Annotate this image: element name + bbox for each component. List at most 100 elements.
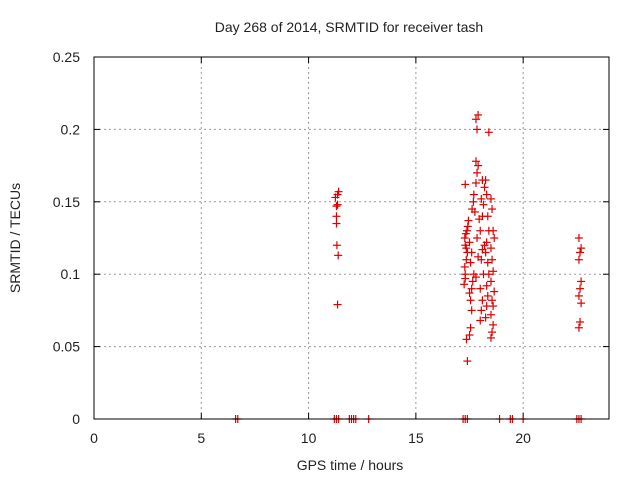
y-tick-label: 0 xyxy=(72,411,80,427)
data-point xyxy=(486,277,495,286)
data-point xyxy=(465,331,474,340)
plot-frame xyxy=(93,56,610,420)
data-point xyxy=(482,238,491,247)
x-tick-label: 20 xyxy=(515,430,531,446)
data-point xyxy=(466,323,475,332)
y-tick-label: 0.15 xyxy=(53,194,80,210)
data-point xyxy=(478,296,487,305)
data-point xyxy=(489,267,498,276)
data-points xyxy=(231,110,586,423)
data-point xyxy=(483,258,492,267)
data-point xyxy=(574,255,583,264)
chart-title: Day 268 of 2014, SRMTID for receiver tas… xyxy=(215,19,483,35)
data-point xyxy=(482,190,491,199)
data-point xyxy=(490,287,499,296)
data-point xyxy=(474,110,483,119)
data-point xyxy=(489,226,498,235)
data-point xyxy=(471,115,480,124)
data-point xyxy=(482,281,491,290)
data-point xyxy=(574,291,583,300)
y-tick-label: 0.1 xyxy=(61,266,81,282)
y-tick-label: 0.25 xyxy=(53,49,80,65)
data-point xyxy=(574,234,583,242)
data-point xyxy=(476,316,485,325)
data-point xyxy=(461,180,470,189)
data-point xyxy=(464,216,473,225)
data-point xyxy=(473,125,482,134)
data-point xyxy=(334,251,343,260)
data-point xyxy=(460,234,469,242)
y-tick-label: 0.05 xyxy=(53,339,80,355)
data-point xyxy=(481,313,490,322)
data-point xyxy=(577,299,586,308)
data-point xyxy=(332,202,341,211)
data-point xyxy=(488,255,497,264)
data-point xyxy=(576,248,585,257)
data-point xyxy=(461,270,470,279)
data-point xyxy=(333,300,342,309)
data-point xyxy=(490,234,499,242)
data-point xyxy=(467,248,476,257)
data-point xyxy=(462,335,471,344)
data-point xyxy=(466,258,475,267)
data-point xyxy=(471,178,480,187)
data-point xyxy=(488,296,497,305)
data-point xyxy=(460,280,469,289)
data-point xyxy=(461,241,470,250)
data-point xyxy=(576,317,585,326)
data-point xyxy=(476,284,485,293)
y-tick-label: 0.2 xyxy=(61,121,81,137)
data-point xyxy=(577,244,586,253)
data-point xyxy=(486,194,495,203)
data-point xyxy=(470,207,479,216)
data-point xyxy=(467,306,476,315)
data-point xyxy=(465,289,474,298)
data-point xyxy=(466,296,475,305)
data-point xyxy=(463,222,472,231)
data-point xyxy=(468,277,477,286)
data-point xyxy=(489,320,498,329)
data-point xyxy=(462,255,471,264)
data-point xyxy=(473,234,482,242)
data-point xyxy=(481,248,490,257)
data-point xyxy=(479,200,488,209)
data-point xyxy=(469,197,478,206)
data-point xyxy=(463,357,472,366)
data-point xyxy=(489,302,498,311)
data-point xyxy=(474,161,483,170)
axis-ticks: 0 5 10 15 20 0 0.05 0.1 0.15 0.2 0.25 xyxy=(53,49,609,446)
y-axis-label: SRMTID / TECUs xyxy=(7,183,23,293)
data-point xyxy=(469,190,478,199)
x-tick-label: 15 xyxy=(408,430,424,446)
data-point xyxy=(332,212,341,221)
x-tick-label: 10 xyxy=(301,430,317,446)
data-point xyxy=(488,328,497,337)
data-point xyxy=(477,255,486,264)
data-point xyxy=(486,244,495,253)
data-point xyxy=(488,205,497,214)
x-tick-label: 0 xyxy=(90,430,98,446)
x-axis-label: GPS time / hours xyxy=(297,457,404,473)
data-point xyxy=(471,273,480,282)
data-point xyxy=(465,238,474,247)
data-point xyxy=(577,277,586,286)
grid-lines xyxy=(94,57,609,419)
data-point xyxy=(483,212,492,221)
data-point xyxy=(473,168,482,177)
data-point xyxy=(574,323,583,332)
data-point xyxy=(476,226,485,235)
x-tick-label: 5 xyxy=(197,430,205,446)
data-point xyxy=(484,128,493,137)
data-point xyxy=(483,291,492,300)
data-point xyxy=(576,284,585,293)
data-point xyxy=(462,226,471,235)
data-point xyxy=(484,270,493,279)
data-point xyxy=(477,194,486,203)
data-point xyxy=(332,219,341,228)
data-point xyxy=(486,310,495,319)
data-point xyxy=(333,200,342,209)
data-point xyxy=(477,306,486,315)
data-point xyxy=(467,284,476,293)
data-point xyxy=(486,333,495,342)
